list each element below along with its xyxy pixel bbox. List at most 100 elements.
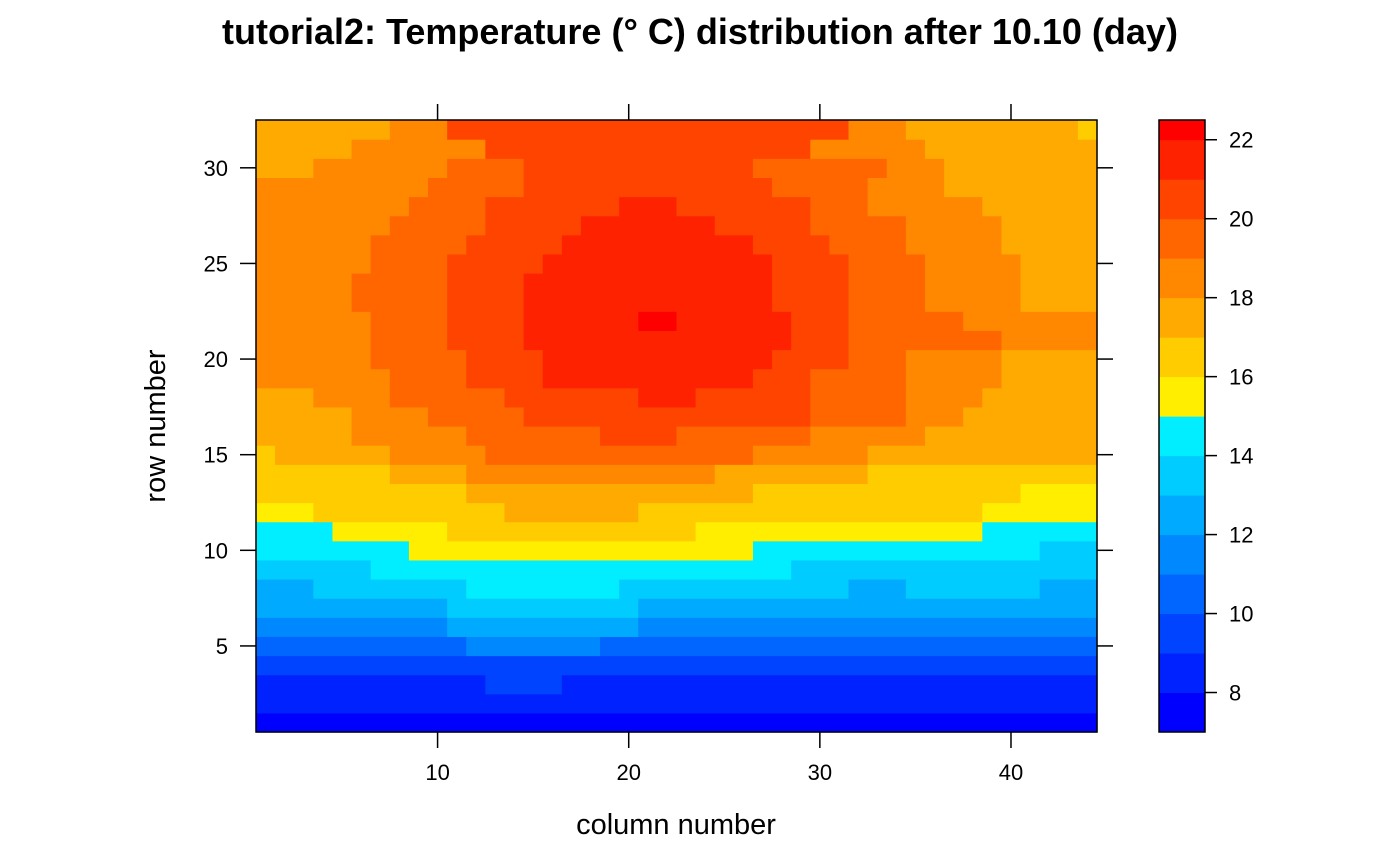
heatmap-cell [485,139,811,159]
heatmap-cell [370,253,448,274]
heatmap-cell [428,177,525,198]
heatmap-cell [982,426,1098,446]
heatmap-cell [752,445,869,465]
heatmap-cell [810,387,907,408]
heatmap-cell [504,387,639,408]
heatmap-cell [256,559,372,580]
heatmap-cell [752,368,811,389]
colorbar-tick-label: 18 [1229,286,1253,311]
x-tick-label: 20 [616,760,640,785]
y-tick-label: 30 [204,156,228,181]
heatmap-cell [810,139,926,159]
heatmap-cell [982,521,1041,542]
heatmap-cell [256,139,353,159]
colorbar-legend: 8 10 12 14 16 18 20 22 [1158,119,1253,733]
heatmap-cell [944,177,1098,198]
colorbar-band [1159,692,1205,733]
colorbar-band [1159,258,1205,299]
heatmap-cell [408,540,754,561]
heatmap-cell [466,464,716,484]
heatmap-cell [810,215,907,236]
colorbar-tick-label: 16 [1229,365,1253,390]
heatmap-cell [600,426,678,446]
colorbar-frame [1158,119,1206,733]
heatmap-cell [580,215,716,236]
heatmap-cell [848,330,1003,351]
heatmap-cell [810,368,907,389]
heatmap-cell [561,234,754,255]
heatmap-cell [256,464,391,484]
heatmap-cell [848,292,926,312]
heatmap-cell [408,196,486,217]
colorbar-tick-label: 10 [1229,602,1253,627]
colorbar-band [1159,218,1205,259]
colorbar-band [1159,455,1205,496]
heatmap-cell [1020,253,1098,274]
heatmap-cell [256,349,372,370]
heatmap-cell [370,234,467,255]
heatmap-cell [1001,368,1098,389]
heatmap-cell [905,215,1003,236]
y-tick-label: 20 [204,347,228,372]
heatmap-cell [638,502,983,523]
heatmap-cell [752,158,888,178]
heatmap-cell [523,177,773,198]
colorbar-band [1159,297,1205,338]
heatmap-cell [523,406,811,427]
y-tick-label: 10 [204,538,228,563]
heatmap-cell [313,387,391,408]
y-tick-label: 5 [216,634,228,659]
heatmap-cell [313,579,467,599]
x-axis-label: column number [576,809,776,841]
heatmap-cell [389,120,448,140]
heatmap-cell [982,196,1098,217]
heatmap-cell [867,445,945,465]
plot-frame [255,119,1098,733]
heatmap-cell [256,120,391,140]
heatmap-cell [256,330,372,351]
heatmap-cell [256,215,391,236]
heatmap-cell [256,617,448,637]
heatmap-cell [638,598,1098,618]
heatmap-cell [867,196,983,217]
heatmap-cell [256,387,314,408]
heatmap-cell [848,253,926,274]
heatmap-cell [905,579,1041,599]
heatmap-cell [638,387,697,408]
heatmap-cell [256,636,467,657]
heatmap-cell [256,368,391,389]
heatmap-cell [370,349,467,370]
colorbar-band [1159,574,1205,615]
heatmap-cell [542,349,773,370]
heatmap-cell [370,311,448,331]
heatmap-cell [447,253,544,274]
chart-title: tutorial2: Temperature (° C) distributio… [222,11,1178,52]
heatmap-cell [905,120,1079,140]
heatmap-cell [924,139,1098,159]
heatmap-cell [485,445,754,465]
heatmap-cell [466,349,544,370]
heatmap-cell [791,330,850,351]
heatmap-cell [466,234,563,255]
heatmap-cell [924,273,1022,293]
heatmap-cell [982,502,1098,523]
colorbar-band [1159,613,1205,654]
heatmap-cell [905,368,1003,389]
heatmap-cell [256,655,1098,676]
heatmap-cell [447,521,697,542]
heatmap-cell [256,712,1098,733]
heatmap-cell [619,196,678,217]
colorbar-tick-label: 12 [1229,523,1253,548]
heatmap-cell [848,349,907,370]
heatmap-cell [447,273,525,293]
heatmap-cell [523,311,639,331]
colorbar-band [1159,179,1205,220]
heatmap-cell [1020,292,1098,312]
heatmap-cell [351,273,448,293]
heatmap-cell [351,426,467,446]
heatmap-cell [638,617,1098,637]
colorbar-tick-label: 14 [1229,444,1253,469]
heatmap-cell [944,158,1098,178]
heatmap-cell [466,368,544,389]
heatmap-cell [905,406,964,427]
